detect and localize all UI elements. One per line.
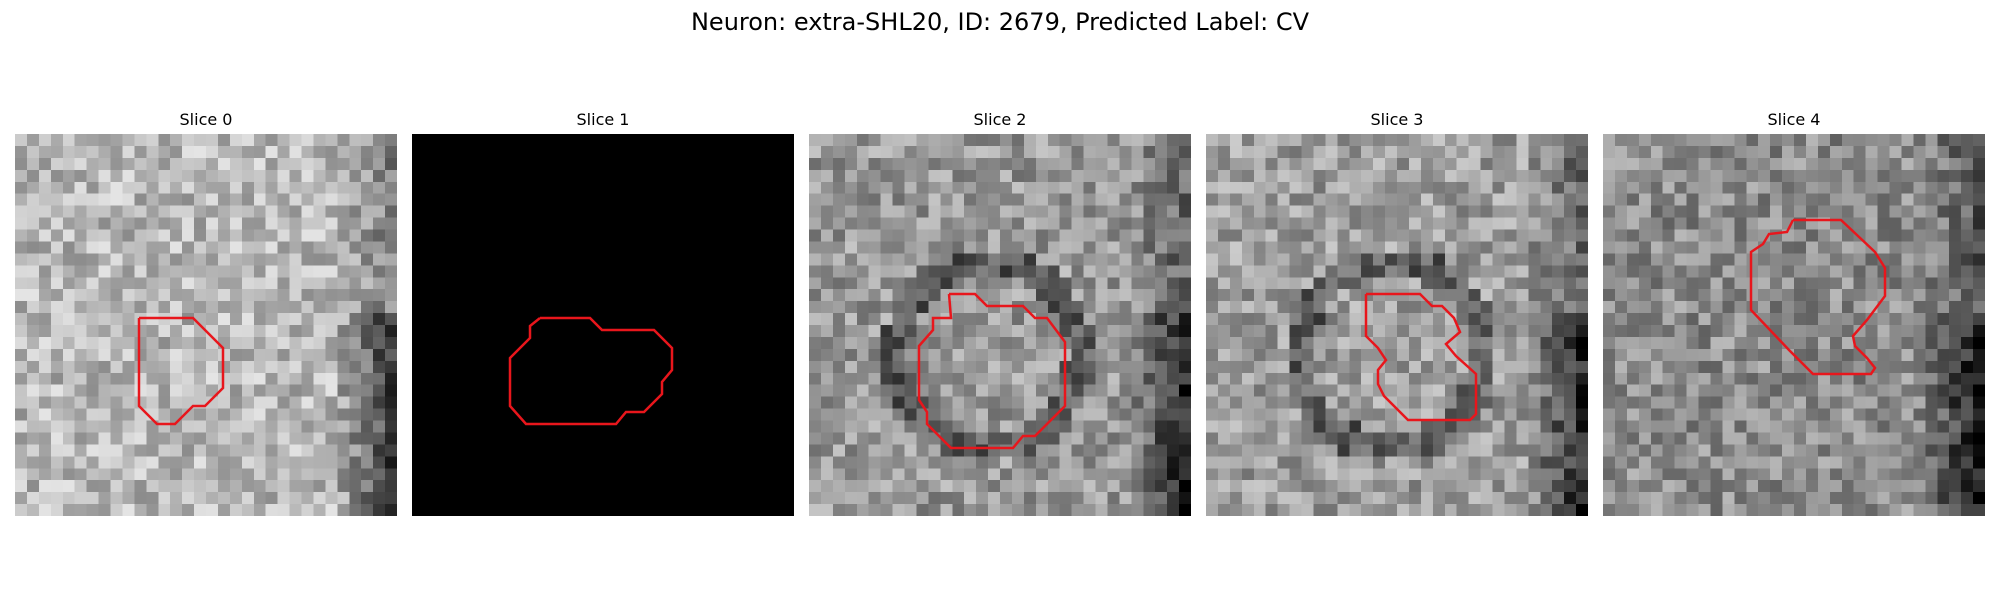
- roi-contour-1: [508, 316, 674, 426]
- slice-panel-4: Slice 4: [1603, 108, 1985, 516]
- roi-contour-3: [1364, 292, 1478, 422]
- slice-image-1: [412, 134, 794, 516]
- slice-panel-1: Slice 1: [412, 108, 794, 516]
- roi-contour-line: [917, 292, 1067, 450]
- slice-title-1: Slice 1: [576, 110, 630, 129]
- slice-title-0: Slice 0: [179, 110, 233, 129]
- slice-image-4: [1603, 134, 1985, 516]
- roi-contour-0: [137, 316, 225, 426]
- slice-title-4: Slice 4: [1767, 110, 1821, 129]
- roi-contour-line: [1364, 292, 1478, 422]
- roi-contour-line: [1749, 218, 1887, 376]
- slice-panel-0: Slice 0: [15, 108, 397, 516]
- figure-title: Neuron: extra-SHL20, ID: 2679, Predicted…: [690, 8, 1310, 36]
- slice-title-2: Slice 2: [973, 110, 1027, 129]
- slice-panel-3: Slice 3: [1206, 108, 1588, 516]
- roi-contour-line: [508, 316, 674, 426]
- slice-image-0: [15, 134, 397, 516]
- roi-contour-2: [917, 292, 1067, 450]
- slice-title-3: Slice 3: [1370, 110, 1424, 129]
- slice-image-3: [1206, 134, 1588, 516]
- slice-panel-2: Slice 2: [809, 108, 1191, 516]
- roi-contour-4: [1749, 218, 1887, 376]
- slice-image-2: [809, 134, 1191, 516]
- roi-contour-line: [137, 316, 225, 426]
